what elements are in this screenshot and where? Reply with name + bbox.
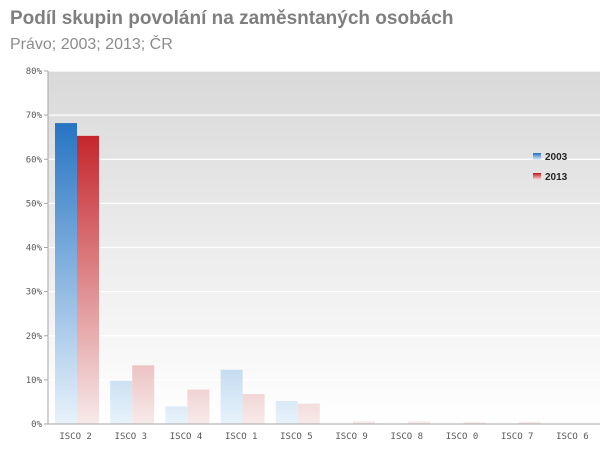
bar-2013-isco-1 <box>242 393 265 424</box>
y-tick-label: 70% <box>26 111 43 121</box>
bar-2003-isco-2 <box>55 123 77 424</box>
bar-2013-isco-7 <box>518 421 541 424</box>
legend: 2003 2013 <box>533 152 568 183</box>
x-tick-label: ISCO 1 <box>225 432 258 442</box>
y-tick-label: 50% <box>26 199 43 209</box>
bar-2003-isco-4 <box>165 406 188 424</box>
legend-swatch <box>533 173 541 180</box>
bar-2013-isco-2 <box>77 135 99 424</box>
bar-2013-isco-3 <box>132 365 155 424</box>
y-tick-label: 10% <box>26 376 43 386</box>
x-tick-label: ISCO 7 <box>501 432 534 442</box>
legend-label: 2013 <box>545 172 568 183</box>
x-tick-label: ISCO 0 <box>446 432 479 442</box>
y-tick-label: 60% <box>26 155 43 165</box>
y-tick-label: 30% <box>26 288 43 298</box>
y-tick-label: 80% <box>26 67 43 77</box>
legend-swatch <box>533 153 541 160</box>
bar-2003-isco-5 <box>275 401 298 424</box>
x-axis: ISCO 2 ISCO 3 ISCO 4 ISCO 1 ISCO 5 ISCO 9 ISCO… <box>48 423 600 442</box>
y-tick-label: 20% <box>26 332 43 342</box>
legend-label: 2003 <box>545 152 568 163</box>
bar-2013-isco-8 <box>408 421 431 424</box>
bar-2013-isco-9 <box>353 421 375 424</box>
bar-2013-isco-4 <box>187 389 210 424</box>
x-tick-label: ISCO 3 <box>115 432 148 442</box>
chart-subtitle: Právo; 2003; 2013; ČR <box>10 36 173 53</box>
y-tick-label: 0% <box>31 420 42 430</box>
bar-2013-isco-0 <box>463 422 486 424</box>
chart-title: Podíl skupin povolání na zaměsntaných os… <box>10 8 454 29</box>
bar-2003-isco-1 <box>220 369 243 424</box>
bar-2013-isco-5 <box>297 403 320 424</box>
x-tick-label: ISCO 6 <box>556 432 589 442</box>
y-axis: 0% 10% 20% 30% 40% 50% 60% 70% 80% <box>26 67 49 430</box>
y-tick-label: 40% <box>26 244 43 254</box>
x-tick-label: ISCO 8 <box>391 432 424 442</box>
x-tick-label: ISCO 4 <box>170 432 203 442</box>
x-tick-label: ISCO 5 <box>280 432 313 442</box>
bar-2003-isco-3 <box>110 380 133 424</box>
x-tick-label: ISCO 2 <box>59 432 92 442</box>
x-tick-label: ISCO 9 <box>335 432 368 442</box>
gridlines <box>48 70 600 425</box>
bars <box>55 123 541 424</box>
